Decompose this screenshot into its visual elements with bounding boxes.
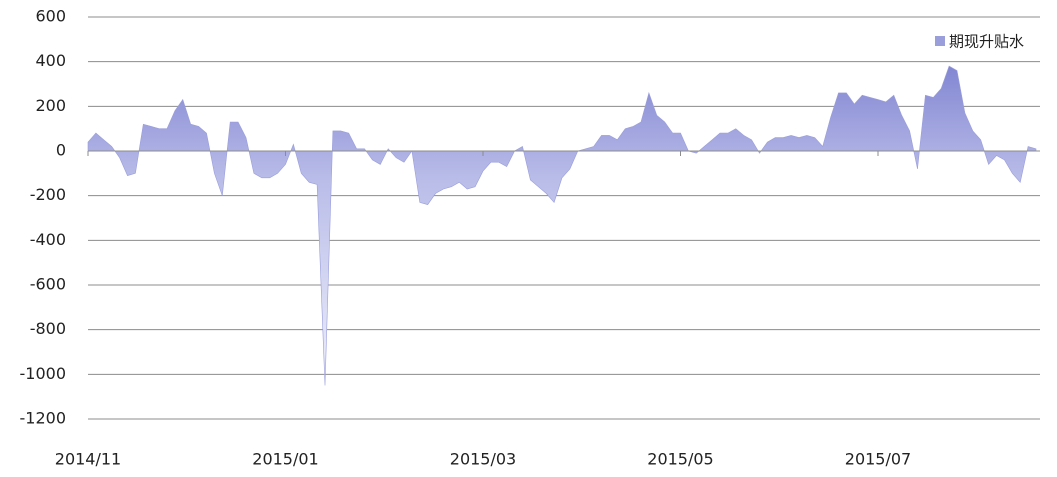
legend-swatch — [935, 36, 945, 46]
y-tick-label: 200 — [35, 96, 66, 115]
x-tick-label: 2014/11 — [55, 450, 121, 469]
legend-label: 期现升贴水 — [949, 33, 1024, 51]
y-tick-label: 400 — [35, 51, 66, 70]
x-tick-label: 2015/07 — [845, 450, 911, 469]
y-tick-label: -800 — [30, 319, 66, 338]
x-tick-label: 2015/01 — [252, 450, 318, 469]
y-tick-label: -600 — [30, 275, 66, 294]
x-tick-label: 2015/05 — [647, 450, 713, 469]
y-tick-label: 0 — [56, 141, 66, 160]
y-tick-label: -400 — [30, 230, 66, 249]
y-tick-label: -200 — [30, 185, 66, 204]
x-tick-label: 2015/03 — [450, 450, 516, 469]
y-tick-label: -1000 — [20, 364, 67, 383]
area — [87, 65, 1037, 386]
y-tick-label: 600 — [35, 7, 66, 26]
y-tick-label: -1200 — [20, 409, 67, 428]
